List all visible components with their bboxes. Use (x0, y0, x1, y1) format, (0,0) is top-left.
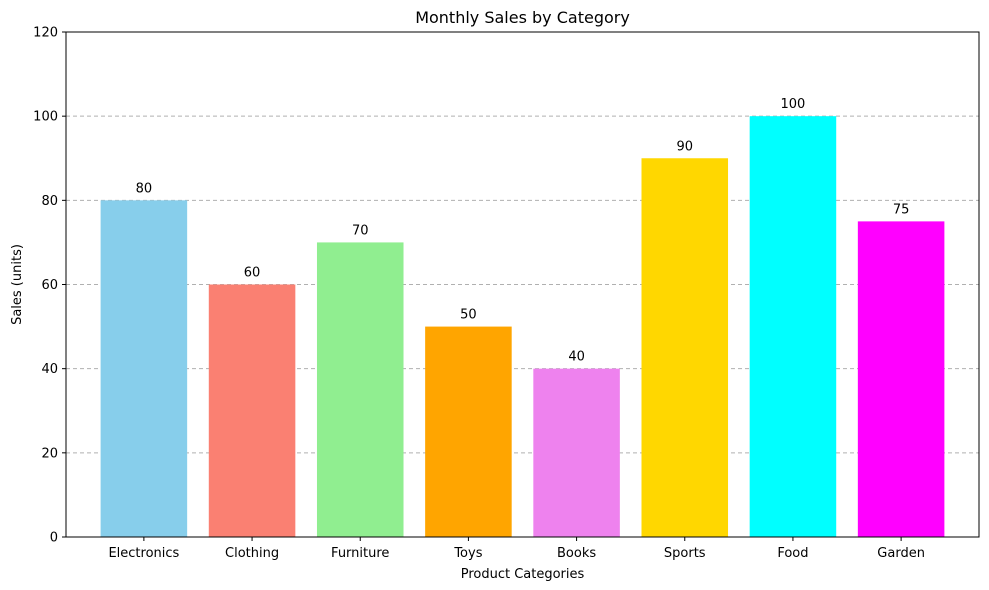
bar-value-label: 80 (136, 181, 153, 196)
x-tick-label: Toys (453, 546, 482, 561)
y-tick-label: 0 (50, 531, 58, 546)
bar-value-label: 90 (676, 139, 693, 154)
x-tick-label: Food (777, 546, 808, 561)
y-tick-label: 80 (41, 194, 58, 209)
y-tick-label: 120 (33, 26, 58, 41)
y-tick-label: 20 (41, 446, 58, 461)
bar-value-label: 75 (893, 202, 910, 217)
x-tick-label: Sports (664, 546, 706, 561)
y-tick-label: 100 (33, 110, 58, 125)
bar (317, 242, 404, 537)
bar-value-label: 50 (460, 308, 477, 323)
bar (209, 285, 296, 538)
bar (858, 221, 945, 537)
y-tick-label: 40 (41, 362, 58, 377)
x-tick-label: Books (557, 546, 596, 561)
bar (425, 327, 512, 537)
bar (101, 200, 188, 537)
bar (641, 158, 728, 537)
bar-value-label: 70 (352, 223, 369, 238)
x-tick-label: Garden (877, 546, 925, 561)
x-tick-label: Electronics (108, 546, 179, 561)
y-axis-label: Sales (units) (10, 244, 25, 325)
bar-value-label: 40 (568, 350, 585, 365)
y-tick-label: 60 (41, 278, 58, 293)
bar-value-label: 100 (781, 97, 806, 112)
bar-value-label: 60 (244, 266, 261, 281)
bar (533, 369, 620, 537)
bar (750, 116, 837, 537)
x-tick-label: Clothing (225, 546, 279, 561)
x-tick-label: Furniture (331, 546, 389, 561)
chart-title: Monthly Sales by Category (415, 8, 630, 27)
x-axis-label: Product Categories (461, 567, 585, 582)
